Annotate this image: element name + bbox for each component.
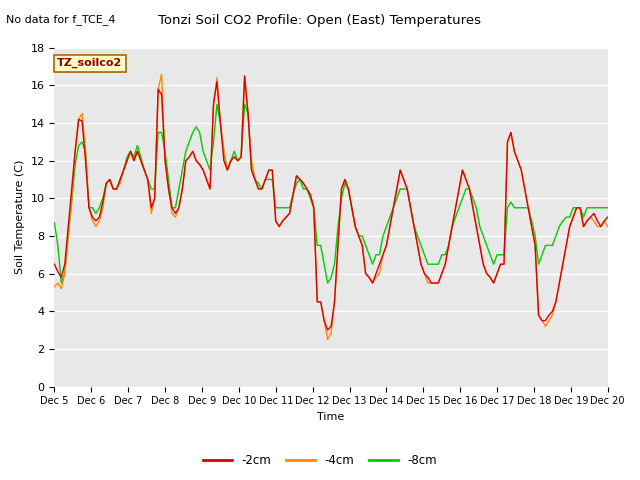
Text: No data for f_TCE_4: No data for f_TCE_4 bbox=[6, 14, 116, 25]
Text: Tonzi Soil CO2 Profile: Open (East) Temperatures: Tonzi Soil CO2 Profile: Open (East) Temp… bbox=[159, 14, 481, 27]
X-axis label: Time: Time bbox=[317, 412, 345, 422]
Legend: -2cm, -4cm, -8cm: -2cm, -4cm, -8cm bbox=[198, 449, 442, 472]
Text: TZ_soilco2: TZ_soilco2 bbox=[57, 58, 122, 68]
Y-axis label: Soil Temperature (C): Soil Temperature (C) bbox=[15, 160, 25, 275]
